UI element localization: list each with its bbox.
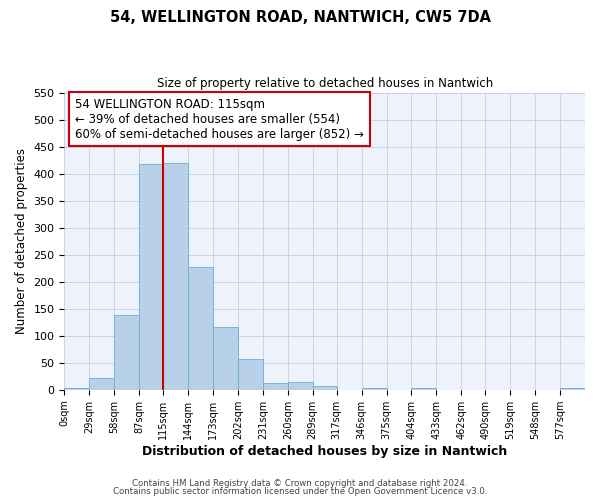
Text: 54, WELLINGTON ROAD, NANTWICH, CW5 7DA: 54, WELLINGTON ROAD, NANTWICH, CW5 7DA xyxy=(110,10,491,25)
Text: 54 WELLINGTON ROAD: 115sqm
← 39% of detached houses are smaller (554)
60% of sem: 54 WELLINGTON ROAD: 115sqm ← 39% of deta… xyxy=(75,98,364,140)
Bar xyxy=(64,388,89,390)
X-axis label: Distribution of detached houses by size in Nantwich: Distribution of detached houses by size … xyxy=(142,444,508,458)
Bar xyxy=(362,388,386,390)
Bar xyxy=(288,382,313,390)
Bar xyxy=(114,316,139,390)
Text: Contains HM Land Registry data © Crown copyright and database right 2024.: Contains HM Land Registry data © Crown c… xyxy=(132,478,468,488)
Bar xyxy=(163,163,188,390)
Title: Size of property relative to detached houses in Nantwich: Size of property relative to detached ho… xyxy=(157,78,493,90)
Bar xyxy=(238,359,263,390)
Bar xyxy=(188,266,213,390)
Bar xyxy=(412,388,436,390)
Bar xyxy=(213,327,238,390)
Bar xyxy=(313,386,337,390)
Text: Contains public sector information licensed under the Open Government Licence v3: Contains public sector information licen… xyxy=(113,487,487,496)
Bar xyxy=(89,378,114,390)
Bar xyxy=(263,382,288,390)
Bar xyxy=(560,388,585,390)
Y-axis label: Number of detached properties: Number of detached properties xyxy=(15,148,28,334)
Bar xyxy=(139,164,163,390)
